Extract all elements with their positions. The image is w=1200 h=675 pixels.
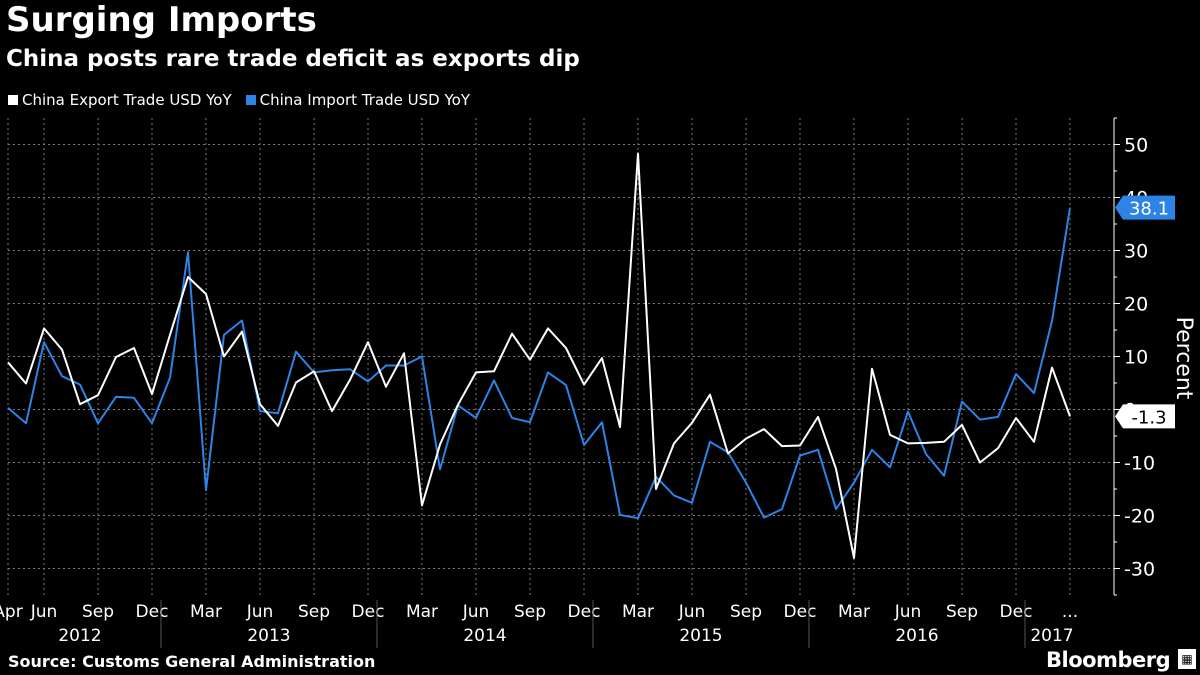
legend: China Export Trade USD YoY China Import … xyxy=(8,91,470,109)
y-tick-label: 50 xyxy=(1124,135,1148,157)
y-tick-label: 10 xyxy=(1124,347,1148,369)
year-label: 2017 xyxy=(1030,626,1073,646)
y-tick-label: -10 xyxy=(1124,453,1155,475)
year-label: 2016 xyxy=(895,626,938,646)
import-last-value-box xyxy=(1115,195,1175,220)
x-tick-label: Mar xyxy=(406,602,438,622)
export-last-value-label: -1.3 xyxy=(1131,407,1166,428)
legend-label-export: China Export Trade USD YoY xyxy=(22,91,232,109)
y-tick-label: -30 xyxy=(1124,559,1155,581)
x-tick-label: Sep xyxy=(514,602,546,622)
export-last-value-box xyxy=(1115,404,1175,429)
x-tick-label: Jun xyxy=(30,602,58,622)
brand-logo: Bloomberg xyxy=(1046,648,1171,672)
chart-title: Surging Imports xyxy=(6,0,317,40)
x-tick-label: Mar xyxy=(190,602,222,622)
export-series-line xyxy=(7,152,1071,559)
legend-item-import: China Import Trade USD YoY xyxy=(245,91,470,109)
x-tick-label: Jun xyxy=(462,602,490,622)
x-tick-label: Dec xyxy=(352,602,385,622)
bloomberg-terminal-icon: ▦ xyxy=(1178,649,1196,669)
x-tick-label: Sep xyxy=(82,602,114,622)
legend-item-export: China Export Trade USD YoY xyxy=(8,91,232,109)
year-label: 2014 xyxy=(463,626,506,646)
x-tick-label: Dec xyxy=(1000,602,1033,622)
chart-subtitle: China posts rare trade deficit as export… xyxy=(6,46,580,72)
legend-swatch-import xyxy=(245,95,256,105)
x-tick-label: Jun xyxy=(894,602,922,622)
x-tick-label: Jun xyxy=(246,602,274,622)
legend-swatch-export xyxy=(8,95,18,105)
year-label: 2015 xyxy=(679,626,722,646)
y-axis-label: Percent xyxy=(1171,317,1196,400)
legend-label-import: China Import Trade USD YoY xyxy=(259,91,470,109)
x-tick-label: Dec xyxy=(136,602,169,622)
x-tick-label: Sep xyxy=(730,602,762,622)
year-label: 2013 xyxy=(247,626,290,646)
x-tick-label: Jun xyxy=(678,602,706,622)
y-tick-label: 30 xyxy=(1124,241,1148,263)
x-tick-label: Dec xyxy=(568,602,601,622)
year-label: 2012 xyxy=(58,626,101,646)
import-last-value-label: 38.1 xyxy=(1129,199,1169,220)
x-tick-label: Mar xyxy=(838,602,870,622)
x-tick-label: Dec xyxy=(784,602,817,622)
source-note: Source: Customs General Administration xyxy=(8,652,376,671)
x-tick-label: Sep xyxy=(946,602,978,622)
x-tick-label: Sep xyxy=(298,602,330,622)
y-tick-label: 20 xyxy=(1124,294,1148,316)
y-tick-label: -20 xyxy=(1124,506,1155,528)
x-tick-label: Mar xyxy=(622,602,654,622)
x-tick-label: Apr xyxy=(0,602,23,622)
import-series-line xyxy=(7,207,1071,520)
x-tick-label: ... xyxy=(1062,602,1078,622)
